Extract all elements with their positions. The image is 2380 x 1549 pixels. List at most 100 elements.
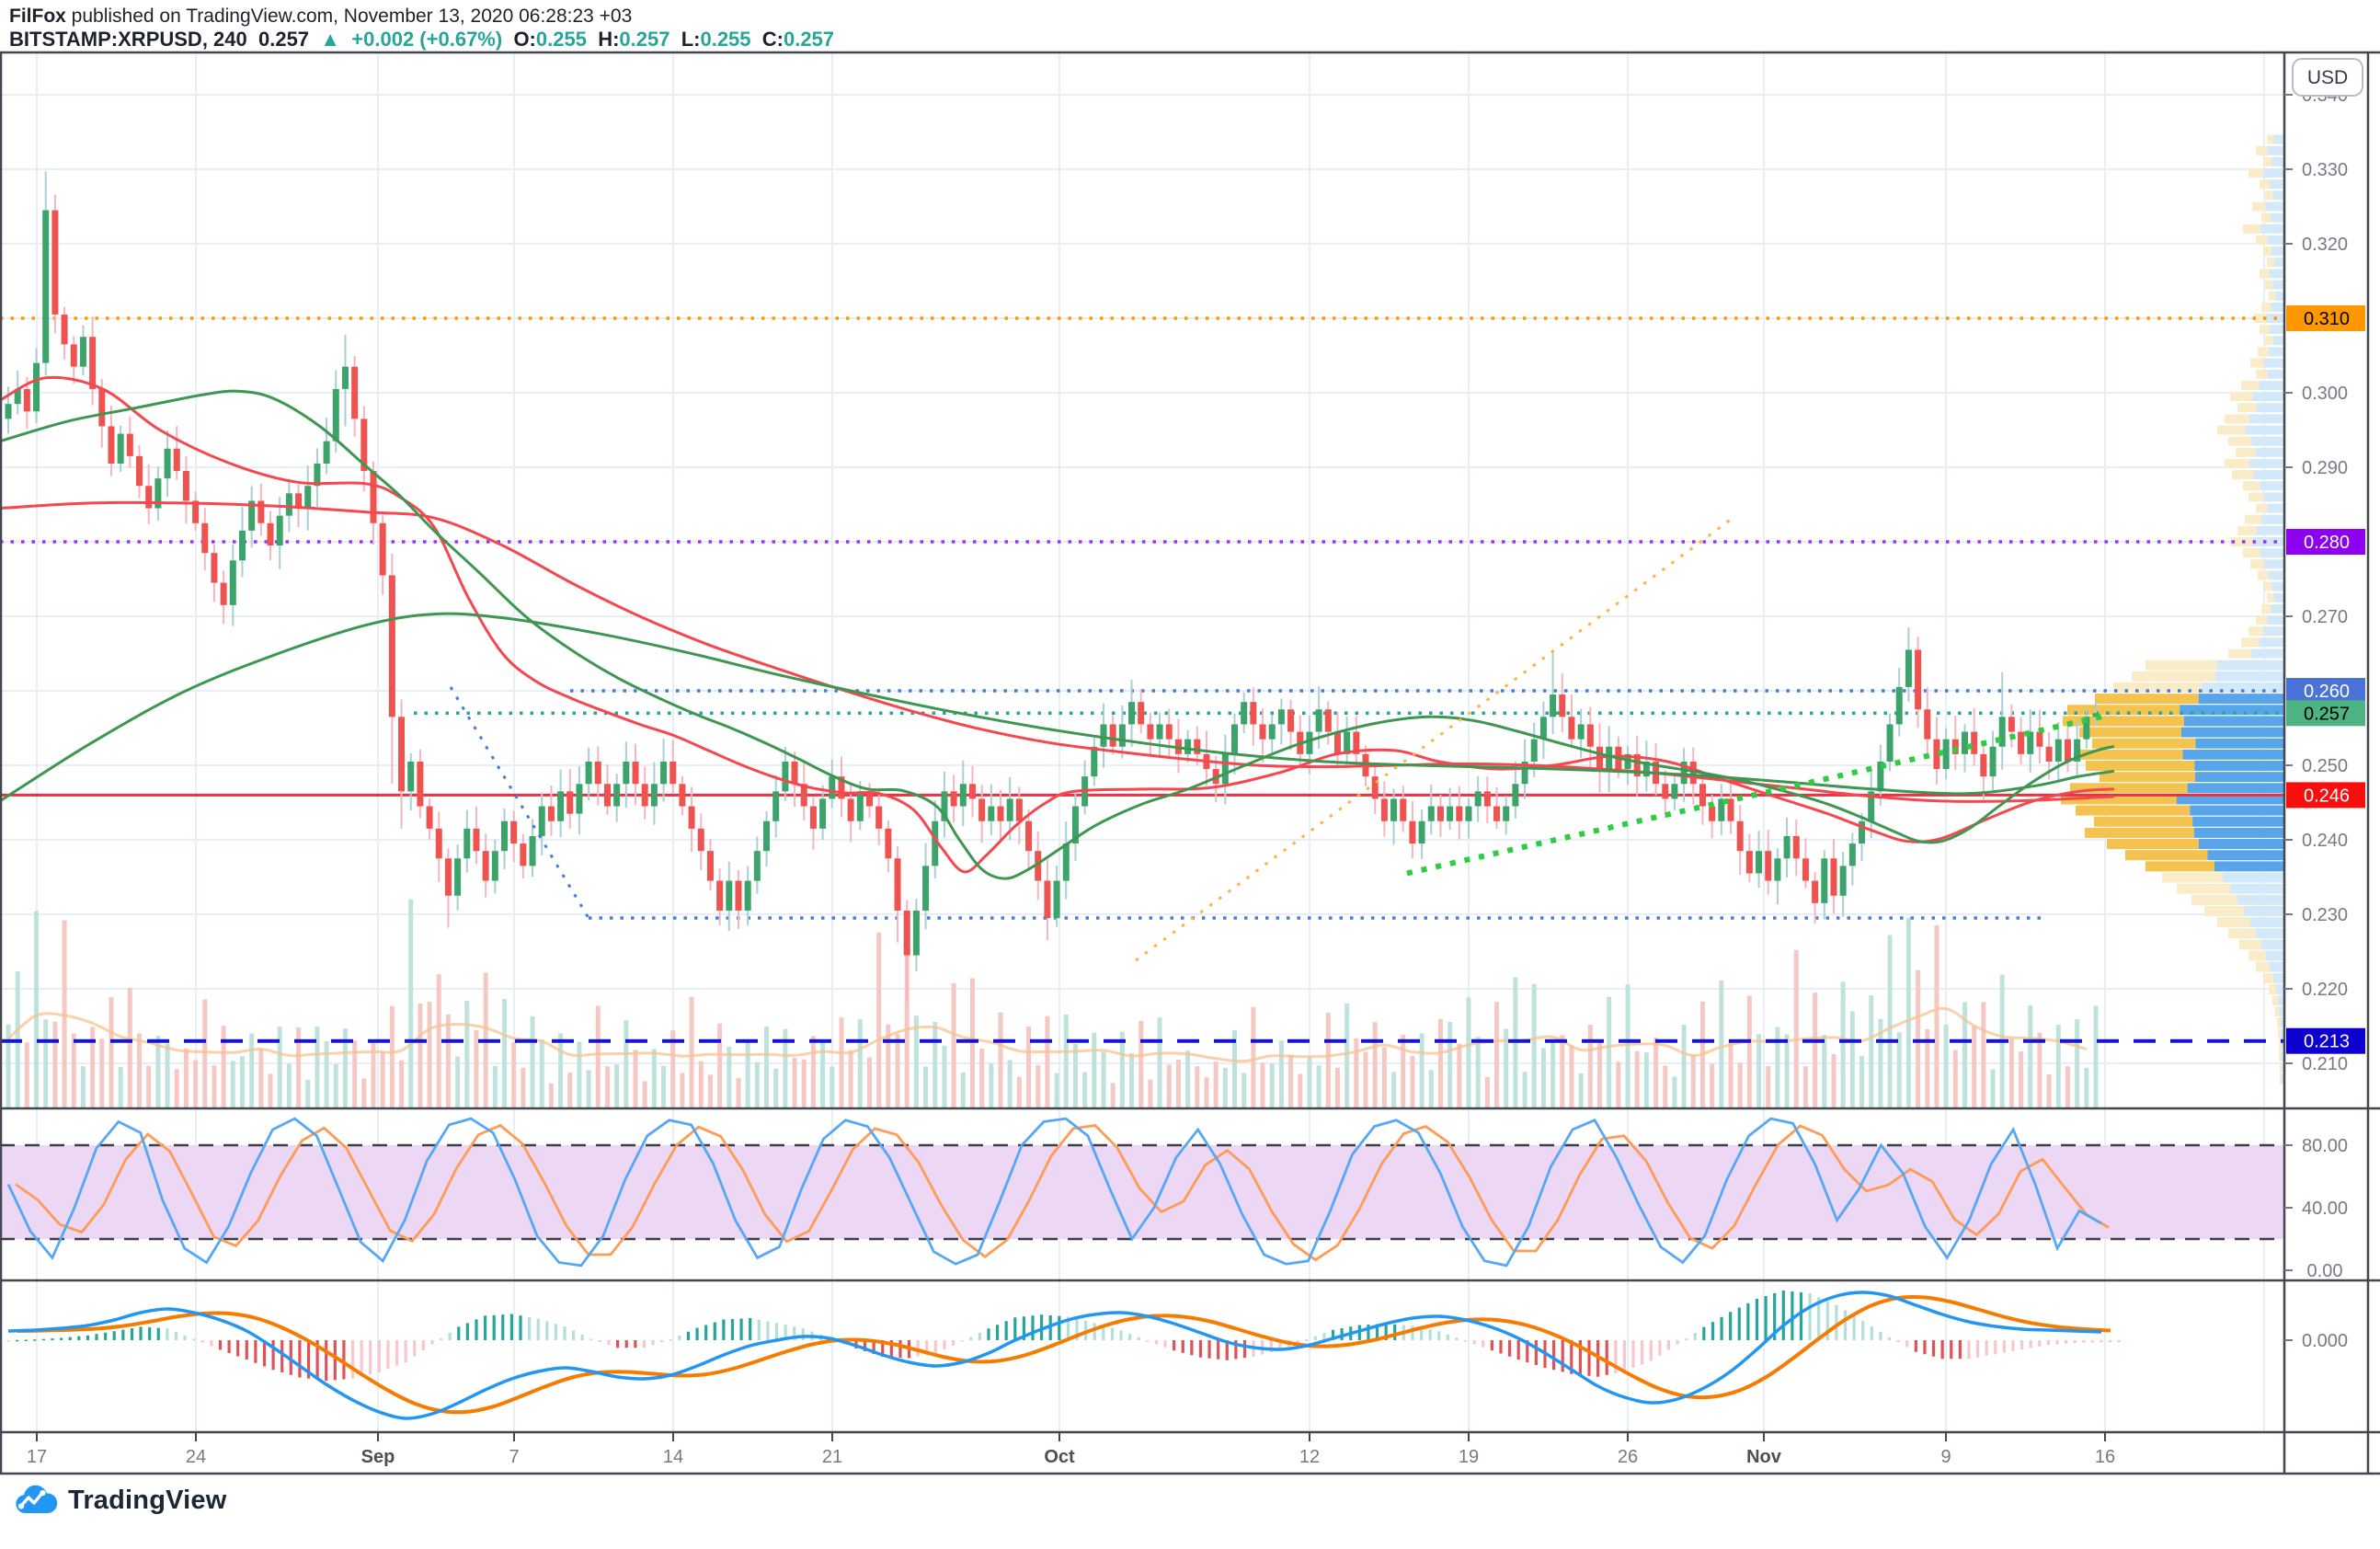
candle xyxy=(182,471,189,501)
candle xyxy=(463,828,471,859)
volume-bar xyxy=(586,1070,591,1107)
time-label-21: 21 xyxy=(822,1447,842,1467)
candle xyxy=(454,858,462,896)
volume-bar xyxy=(212,1065,217,1107)
candle xyxy=(1989,746,1997,777)
price-badge-0.260 xyxy=(2286,678,2365,704)
candle xyxy=(1521,761,1528,785)
candle xyxy=(1848,843,1856,866)
volume-bar xyxy=(399,1060,405,1107)
candle xyxy=(79,337,86,367)
candle xyxy=(1287,709,1295,732)
volume-histogram xyxy=(6,899,2099,1107)
currency-button[interactable] xyxy=(2292,58,2363,97)
volume-bar xyxy=(99,1038,105,1107)
profile-row-faint xyxy=(2250,559,2265,569)
volume-bar xyxy=(2084,1067,2089,1107)
volume-bar xyxy=(1437,1018,1443,1107)
candle xyxy=(669,761,677,785)
time-label-12: 12 xyxy=(1299,1447,1320,1467)
candle xyxy=(1821,858,1828,903)
volume-bar xyxy=(1869,995,1874,1107)
candle xyxy=(201,522,209,554)
volume-bar xyxy=(1278,1040,1284,1107)
volume-bar xyxy=(155,1035,161,1107)
volume-bar xyxy=(558,1033,564,1107)
candle xyxy=(594,761,601,785)
volume-bar xyxy=(1381,1047,1387,1107)
macd-pane[interactable] xyxy=(6,1291,2121,1420)
candle xyxy=(257,500,265,523)
volume-bar xyxy=(1494,1002,1500,1107)
volume-bar xyxy=(1822,1034,1827,1107)
profile-row-faint xyxy=(2248,168,2263,178)
trendline[interactable] xyxy=(1135,518,1732,962)
profile-row xyxy=(2086,761,2195,771)
candle xyxy=(1493,806,1501,821)
candle xyxy=(716,880,724,911)
profile-row-faint xyxy=(2267,134,2274,144)
volume-bar xyxy=(1784,1034,1790,1107)
profile-row xyxy=(2275,1006,2280,1017)
candle xyxy=(1924,709,1931,740)
candle xyxy=(33,362,40,412)
candle xyxy=(1184,739,1192,754)
volume-bar xyxy=(1344,1003,1350,1107)
stoch-d-line xyxy=(15,1123,2110,1262)
volume-bar xyxy=(2055,1025,2061,1107)
volume-bar xyxy=(315,1027,320,1107)
stochastic-pane[interactable] xyxy=(0,1117,2284,1268)
trendline[interactable] xyxy=(1406,711,2111,877)
price-change: +0.002 (+0.67%) xyxy=(351,28,503,51)
publish-info: published on TradingView.com, November 1… xyxy=(65,6,633,27)
candle xyxy=(323,441,330,464)
profile-row xyxy=(2278,1028,2281,1039)
volume-bar xyxy=(268,1073,273,1107)
candle xyxy=(164,448,171,479)
candle xyxy=(1071,806,1079,844)
volume-bar xyxy=(1719,980,1724,1107)
profile-row-faint xyxy=(2243,481,2260,491)
candle xyxy=(314,463,321,487)
volume-bar xyxy=(1990,1069,1996,1107)
profile-row-faint xyxy=(2252,201,2266,212)
svg-text:0.260: 0.260 xyxy=(2304,682,2350,702)
candle xyxy=(1886,724,1894,762)
stoch-tick-0.00: 0.00 xyxy=(2307,1261,2343,1281)
volume-bar xyxy=(296,1027,302,1107)
volume-bar xyxy=(2093,1005,2099,1107)
profile-row-faint xyxy=(2241,380,2260,390)
candle xyxy=(838,776,845,799)
svg-text:0.213: 0.213 xyxy=(2304,1032,2350,1052)
price-axis[interactable]: 0.3400.3300.3200.3000.2900.2700.2500.240… xyxy=(2284,58,2365,1351)
volume-bar xyxy=(624,1020,629,1107)
candle xyxy=(932,820,939,866)
profile-row xyxy=(2263,972,2273,983)
volume-bar xyxy=(1457,1043,1462,1107)
candle xyxy=(1091,746,1098,777)
volume-bar xyxy=(830,1066,835,1107)
volume-bar xyxy=(1260,1062,1265,1107)
candle xyxy=(238,530,246,561)
profile-row-faint xyxy=(2230,392,2253,402)
tradingview-logo[interactable]: TradingView xyxy=(13,1485,227,1516)
profile-row-faint xyxy=(2263,247,2272,257)
volume-bar xyxy=(1681,1024,1687,1107)
profile-row xyxy=(2092,738,2196,749)
candle xyxy=(1465,806,1472,821)
volume-bar xyxy=(1045,1015,1050,1107)
macd-signal-line xyxy=(17,1294,2111,1415)
candle xyxy=(285,493,292,516)
time-axis[interactable]: 17 24 Sep 7 14 21 Oct 12 19 26 Nov 9 16 xyxy=(27,1432,2115,1467)
trendlines xyxy=(449,518,2111,962)
candle xyxy=(276,515,283,546)
volume-bar xyxy=(1952,1050,1958,1107)
price-tick-0.230: 0.230 xyxy=(2302,905,2348,925)
candlesticks[interactable] xyxy=(5,171,2100,1003)
volume-bar xyxy=(109,997,114,1107)
symbol-title[interactable]: BITSTAMP:XRPUSD, 240 xyxy=(9,28,247,51)
volume-bar xyxy=(567,1073,573,1107)
volume-bar xyxy=(661,1065,667,1107)
